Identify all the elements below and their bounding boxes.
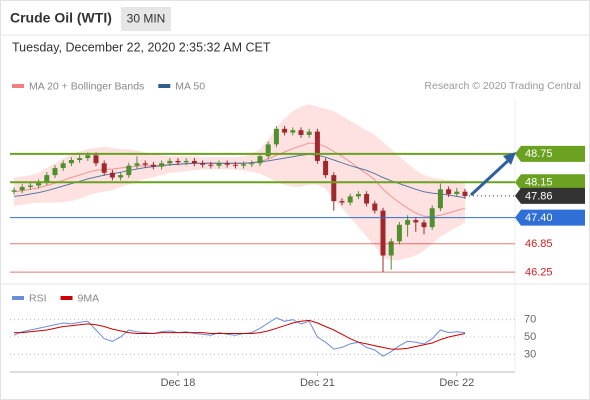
candle-body: [405, 220, 411, 225]
subtitle: Tuesday, December 22, 2020 2:35:32 AM CE…: [12, 40, 271, 54]
rsi-line: [13, 317, 466, 357]
candle-body: [167, 160, 173, 164]
candle-body: [265, 144, 271, 157]
level-tag: [515, 209, 585, 226]
candle-body: [298, 130, 304, 135]
candle-body: [396, 224, 402, 242]
candle-body: [388, 241, 394, 256]
candle-body: [331, 175, 337, 202]
candle-body: [27, 185, 33, 187]
bollinger-band: [14, 104, 465, 261]
level-label: 48.75: [525, 148, 553, 160]
legend-swatch: [12, 84, 24, 88]
candle-body: [142, 163, 148, 165]
candle-body: [68, 159, 74, 164]
candle-body: [446, 189, 452, 195]
legend-label: MA 50: [175, 80, 205, 92]
candle-body: [364, 194, 370, 204]
candle-body: [355, 194, 361, 197]
x-tick-label: Dec 18: [161, 377, 196, 389]
candle-body: [200, 163, 206, 165]
candle-body: [175, 160, 181, 163]
level-label: 46.25: [525, 266, 553, 278]
candle-body: [462, 191, 468, 196]
candle-body: [282, 128, 288, 133]
candle-body: [11, 190, 17, 192]
candle-body: [85, 155, 91, 159]
level-tag: [515, 145, 585, 162]
candle-body: [101, 163, 107, 173]
forecast-arrow-head: [503, 152, 516, 165]
source: Research © 2020 Trading Central: [424, 80, 581, 92]
candle-body: [118, 175, 124, 178]
y-tick-label: 30: [524, 348, 536, 360]
candle-body: [249, 163, 255, 165]
level-label: 47.86: [525, 190, 553, 202]
candle-body: [44, 175, 50, 183]
candle-body: [183, 160, 189, 163]
level-label: 48.15: [525, 177, 553, 189]
candle-body: [437, 189, 443, 209]
legend-label: RSI: [29, 292, 47, 304]
candle-body: [191, 160, 197, 164]
legend-swatch: [158, 84, 171, 88]
candle-body: [52, 168, 58, 176]
chart-title: Crude Oil (WTI): [10, 10, 112, 26]
candle-body: [323, 160, 329, 176]
candle-body: [380, 210, 386, 256]
x-tick-label: Dec 22: [439, 377, 474, 389]
candle-body: [339, 201, 345, 203]
x-tick-label: Dec 21: [300, 377, 335, 389]
timeframe-badge: [121, 7, 171, 31]
y-tick-label: 70: [524, 313, 536, 325]
level-label: 46.85: [525, 238, 553, 250]
candle-body: [224, 163, 230, 165]
candle-body: [93, 155, 99, 164]
candle-body: [208, 164, 214, 166]
candle-body: [134, 163, 140, 166]
candle-body: [19, 186, 25, 191]
rsi-line: [14, 319, 466, 350]
y-tick-label: 50: [524, 331, 536, 343]
candle-body: [241, 164, 247, 166]
candle-body: [413, 220, 419, 223]
candle-body: [454, 191, 460, 195]
candle-body: [77, 158, 83, 160]
candle-body: [232, 164, 238, 166]
candle-body: [290, 130, 296, 133]
legend-swatch: [60, 296, 73, 300]
candle-body: [257, 156, 263, 164]
level-label: 47.40: [525, 212, 553, 224]
candle-body: [159, 163, 165, 167]
candle-body: [216, 163, 222, 166]
candle-body: [36, 182, 42, 186]
candle-body: [109, 172, 115, 178]
legend-label: 9MA: [78, 292, 100, 304]
candle-body: [306, 131, 312, 135]
level-tag: [515, 187, 585, 204]
level-tag: [515, 174, 585, 191]
legend-label: MA 20 + Bollinger Bands: [29, 80, 144, 92]
candle-body: [421, 222, 427, 228]
timeframe: 30 MIN: [127, 12, 166, 26]
ma-line: [13, 153, 466, 199]
candle-body: [273, 128, 279, 145]
forecast-arrow: [469, 156, 513, 197]
candle-body: [372, 203, 378, 211]
candle-body: [347, 196, 353, 203]
candle-body: [150, 164, 156, 167]
candle-body: [60, 163, 66, 169]
candle-body: [314, 131, 320, 161]
legend-swatch: [12, 296, 24, 300]
candle-body: [126, 165, 132, 176]
